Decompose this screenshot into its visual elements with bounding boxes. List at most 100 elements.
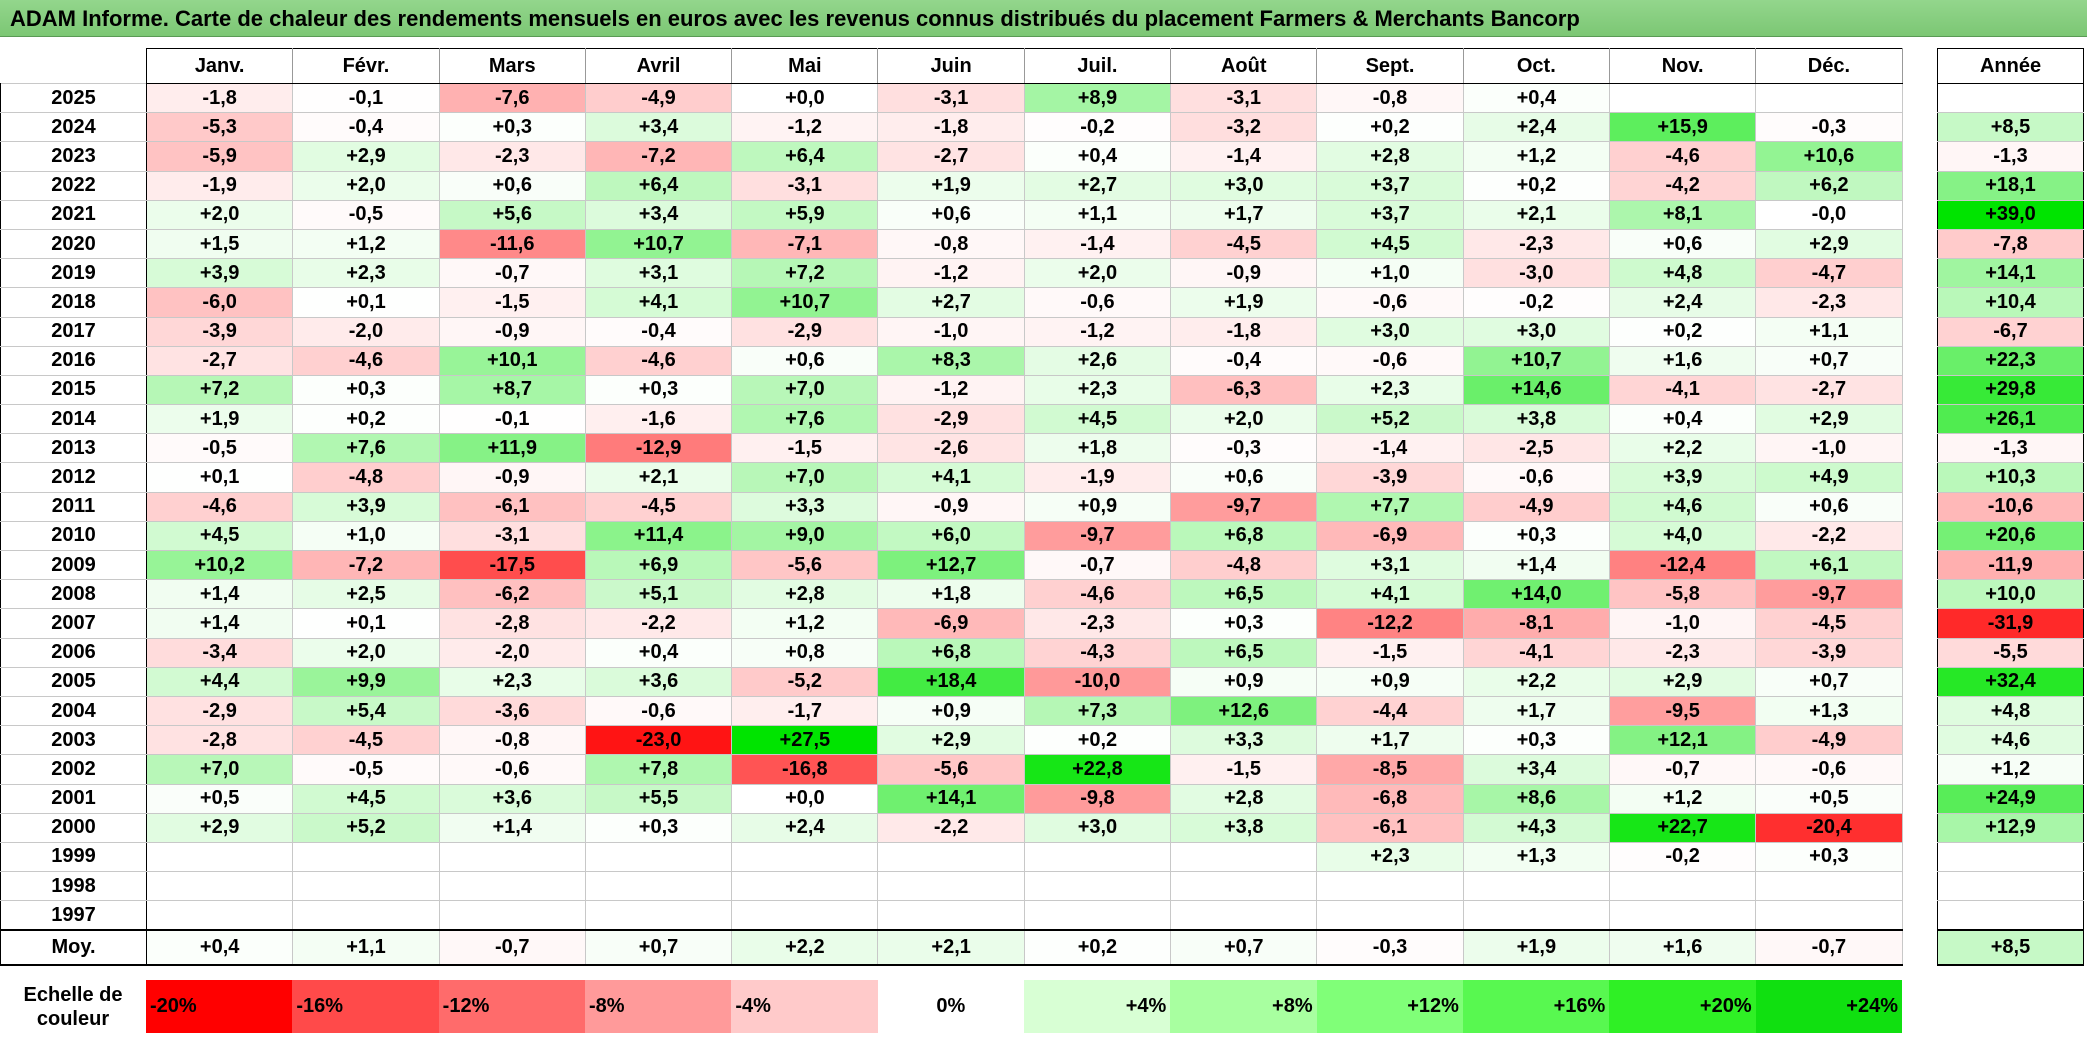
- annual-cell: +10,3: [1937, 462, 2084, 493]
- heatmap-cell: +1,5: [145, 228, 294, 260]
- heatmap-cell: -0,5: [292, 199, 440, 230]
- heatmap-cell: -0,5: [145, 433, 294, 464]
- heatmap-cell: -4,6: [584, 345, 733, 376]
- heatmap-cell: -2,9: [145, 695, 294, 727]
- heatmap-cell: -1,5: [731, 433, 879, 464]
- heatmap-cell: +6,2: [1755, 170, 1903, 201]
- heatmap-cell: +0,6: [877, 199, 1025, 230]
- heatmap-cell: [438, 900, 586, 931]
- heatmap-cell: -2,3: [1023, 608, 1172, 639]
- heatmap-cell: +0,4: [1608, 404, 1757, 435]
- color-scale-step: -4%: [731, 980, 878, 1033]
- heatmap-cell: [1755, 900, 1903, 931]
- month-header-8: Août: [1170, 48, 1318, 84]
- month-header-4: Avril: [584, 48, 733, 84]
- heatmap-cell: +7,8: [584, 754, 733, 785]
- heatmap-cell: +14,0: [1462, 579, 1610, 610]
- heatmap-cell: +3,9: [292, 491, 440, 522]
- year-row: 2003 -2,8 -4,5 -0,8 -23,0 +27,5 +2,9 +0,2 +3,3 +1…: [0, 725, 1903, 756]
- heatmap-cell: +4,6: [1608, 491, 1757, 522]
- heatmap-cell: -4,3: [1023, 637, 1172, 668]
- heatmap-cell: -4,6: [1608, 141, 1757, 172]
- annual-cell: +24,9: [1937, 784, 2084, 814]
- heatmap-cell: +6,8: [1170, 520, 1318, 552]
- heatmap-cell: -4,5: [292, 725, 440, 756]
- year-label: 1997: [0, 900, 147, 931]
- color-scale-step: -16%: [292, 980, 439, 1033]
- heatmap-cell: [145, 841, 294, 873]
- heatmap-cell: +4,5: [145, 520, 294, 552]
- heatmap-cell: +3,4: [584, 112, 733, 143]
- heatmap-cell: -0,6: [1316, 345, 1464, 376]
- heatmap-cell: -6,1: [1316, 812, 1464, 843]
- heatmap-cell: +2,0: [145, 199, 294, 230]
- heatmap-cell: -3,0: [1462, 258, 1610, 289]
- heatmap-cell: -0,5: [292, 754, 440, 785]
- heatmap-cell: -8,1: [1462, 608, 1610, 639]
- year-label: 2018: [0, 287, 147, 318]
- heatmap-cell: +0,2: [1316, 112, 1464, 143]
- heatmap-cell: [584, 900, 733, 931]
- heatmap-cell: -2,0: [438, 637, 586, 668]
- heatmap-cell: -4,1: [1608, 374, 1757, 406]
- heatmap-cell: +2,1: [584, 462, 733, 493]
- year-row: 2002 +7,0 -0,5 -0,6 +7,8 -16,8 -5,6 +22,8 -1,5 -8…: [0, 754, 1903, 785]
- heatmap-cell: +3,8: [1462, 404, 1610, 435]
- color-scale-step: -20%: [146, 980, 293, 1033]
- heatmap-cell: +6,4: [584, 170, 733, 201]
- heatmap-cell: -2,8: [438, 608, 586, 639]
- annual-cell: +10,4: [1937, 287, 2084, 318]
- heatmap-cell: -3,9: [1316, 462, 1464, 493]
- annual-cell: +4,8: [1937, 696, 2084, 727]
- heatmap-cell: +1,7: [1170, 199, 1318, 230]
- heatmap-cell: +2,7: [877, 287, 1025, 318]
- heatmap-cell: [877, 900, 1025, 931]
- average-cell: +1,9: [1462, 929, 1610, 967]
- heatmap-cell: +2,9: [877, 725, 1025, 756]
- annual-cell: +4,6: [1937, 725, 2084, 756]
- color-scale-step: +16%: [1462, 980, 1610, 1033]
- heatmap-cell: +27,5: [731, 725, 879, 756]
- year-row: 2019 +3,9 +2,3 -0,7 +3,1 +7,2 -1,2 +2,0 -0,9 +1,0…: [0, 258, 1903, 289]
- heatmap-cell: +1,2: [1462, 141, 1610, 172]
- heatmap-cell: +0,5: [145, 783, 294, 814]
- heatmap-cell: -5,2: [731, 666, 879, 697]
- annual-cell: +18,1: [1937, 171, 2084, 201]
- heatmap-cell: -2,9: [731, 316, 879, 347]
- heatmap-cell: +3,4: [584, 199, 733, 230]
- year-row: 2017 -3,9 -2,0 -0,9 -0,4 -2,9 -1,0 -1,2 -1,8 +3,0…: [0, 316, 1903, 347]
- heatmap-cell: -12,2: [1316, 608, 1464, 639]
- year-label: 2021: [0, 199, 147, 230]
- heatmap-cell: +1,6: [1608, 345, 1757, 376]
- corner-cell: [0, 48, 147, 84]
- heatmap-cell: -0,2: [1462, 287, 1610, 318]
- year-label: 2016: [0, 345, 147, 376]
- annual-cell: -10,6: [1937, 492, 2084, 522]
- heatmap-cell: -9,8: [1023, 783, 1172, 814]
- year-row: 2005 +4,4 +9,9 +2,3 +3,6 -5,2 +18,4 -10,0 +0,9 +0…: [0, 666, 1903, 697]
- heatmap-cell: +8,9: [1023, 82, 1172, 114]
- year-label: 2025: [0, 82, 147, 114]
- heatmap-cell: -4,6: [292, 345, 440, 376]
- heatmap-cell: -6,2: [438, 579, 586, 610]
- annual-cell: +10,0: [1937, 579, 2084, 610]
- heatmap-cell: [1023, 841, 1172, 873]
- heatmap-cell: +1,7: [1316, 725, 1464, 756]
- month-header-5: Mai: [731, 48, 879, 84]
- average-cell: +1,1: [292, 929, 440, 967]
- heatmap-cell: -4,5: [584, 491, 733, 522]
- heatmap-cell: [1170, 871, 1318, 902]
- annual-cell: -7,8: [1937, 229, 2084, 260]
- average-cell: +0,2: [1023, 929, 1172, 967]
- heatmap-cell: -0,6: [1023, 287, 1172, 318]
- year-label: 2001: [0, 783, 147, 814]
- heatmap-cell: +1,3: [1462, 841, 1610, 873]
- heatmap-cell: +0,9: [1023, 491, 1172, 522]
- heatmap-cell: +0,2: [292, 404, 440, 435]
- heatmap-cell: +0,3: [438, 112, 586, 143]
- heatmap-cell: +3,0: [1170, 170, 1318, 201]
- heatmap-cell: -5,8: [1608, 579, 1757, 610]
- heatmap-cell: -5,9: [145, 141, 294, 172]
- heatmap-cell: -3,1: [438, 520, 586, 552]
- heatmap-cell: [1462, 900, 1610, 931]
